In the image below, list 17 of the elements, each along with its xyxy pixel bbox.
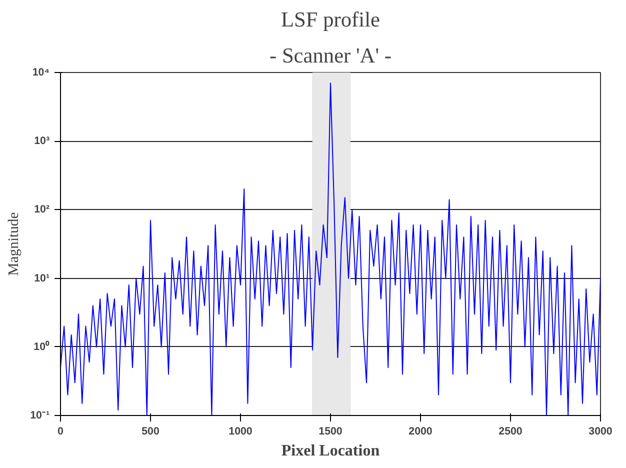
x-tick-label: 2000	[408, 426, 432, 438]
x-tick-label: 2500	[498, 426, 522, 438]
y-tick-label: 10⁴	[32, 66, 50, 78]
x-tick-label: 0	[58, 426, 64, 438]
y-tick-label: 10⁻¹	[30, 410, 50, 422]
x-tick-label: 500	[142, 426, 160, 438]
y-tick-label: 10²	[34, 204, 50, 216]
x-tick-label: 1500	[318, 426, 342, 438]
x-tick-label: 1000	[228, 426, 252, 438]
y-tick-label: 10⁰	[34, 340, 50, 353]
y-axis-title: Magnitude	[6, 212, 22, 276]
chart-title: LSF profile	[281, 8, 380, 32]
chart-subtitle: - Scanner 'A' -	[270, 44, 392, 68]
x-axis-title: Pixel Location	[281, 442, 380, 460]
y-tick-label: 10³	[34, 135, 50, 148]
y-tick-label: 10¹	[34, 272, 50, 284]
x-tick-label: 3000	[588, 426, 612, 438]
